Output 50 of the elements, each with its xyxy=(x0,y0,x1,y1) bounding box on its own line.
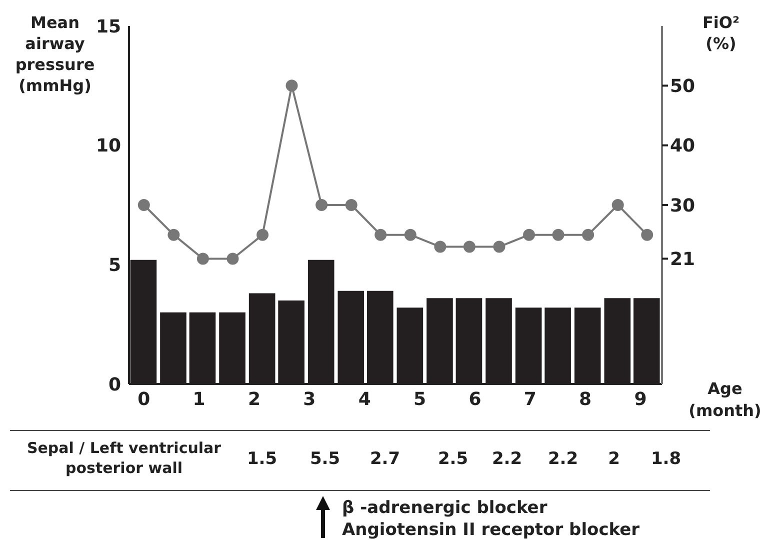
point xyxy=(168,228,180,241)
text: 2.2 xyxy=(548,449,578,469)
x-tick-label: 8 xyxy=(579,388,592,410)
point xyxy=(523,228,536,241)
point xyxy=(582,228,594,241)
x-tick-label: 9 xyxy=(634,388,647,410)
y2-tick-label: 50 xyxy=(670,76,696,98)
point xyxy=(552,228,564,241)
point xyxy=(196,252,209,265)
x-tick-label: 0 xyxy=(138,388,150,410)
point xyxy=(641,228,654,241)
y-tick-label: 15 xyxy=(96,16,121,38)
text: Sepal / Left ventricular posterior wall xyxy=(26,439,222,477)
point xyxy=(374,228,387,241)
y-axis-title: Mean airway pressure (mmHg) xyxy=(15,13,95,95)
point xyxy=(256,228,269,241)
text: 2.5 xyxy=(438,449,468,469)
point xyxy=(286,80,298,92)
point xyxy=(316,199,328,211)
text: β -adrenergic blocker xyxy=(342,498,548,518)
y2-tick-label: 21 xyxy=(670,249,696,270)
point xyxy=(612,199,624,211)
text: 2.2 xyxy=(492,449,522,469)
point xyxy=(463,240,476,253)
y2-tick-label: 40 xyxy=(670,136,696,157)
y2-tick-label: 30 xyxy=(670,195,696,216)
y-tick-label: 0 xyxy=(108,374,121,396)
text: 2.7 xyxy=(370,449,400,469)
x-tick-label: 4 xyxy=(358,388,371,410)
point xyxy=(404,228,416,241)
y-tick-label: 5 xyxy=(108,255,121,276)
x-tick-label: 2 xyxy=(248,388,261,410)
text: 1.8 xyxy=(650,449,682,469)
point xyxy=(345,199,358,211)
point xyxy=(493,240,506,253)
text: Angiotensin II receptor blocker xyxy=(342,520,640,540)
x-tick-label: 5 xyxy=(414,388,426,410)
y-tick-label: 10 xyxy=(96,136,121,157)
x-tick-label: 7 xyxy=(524,388,536,410)
text: 5.5 xyxy=(310,449,340,469)
x-tick-label: 6 xyxy=(468,388,482,410)
text: 1.5 xyxy=(246,449,278,469)
point xyxy=(226,252,239,265)
y2-axis-title: FiO² (%) xyxy=(702,13,740,53)
x-tick-label: 1 xyxy=(192,388,206,410)
x-tick-label: 3 xyxy=(303,388,316,410)
point xyxy=(434,240,446,253)
x-axis-title: Age (month) xyxy=(688,379,762,420)
point xyxy=(138,199,150,211)
text: 2 xyxy=(608,449,620,469)
